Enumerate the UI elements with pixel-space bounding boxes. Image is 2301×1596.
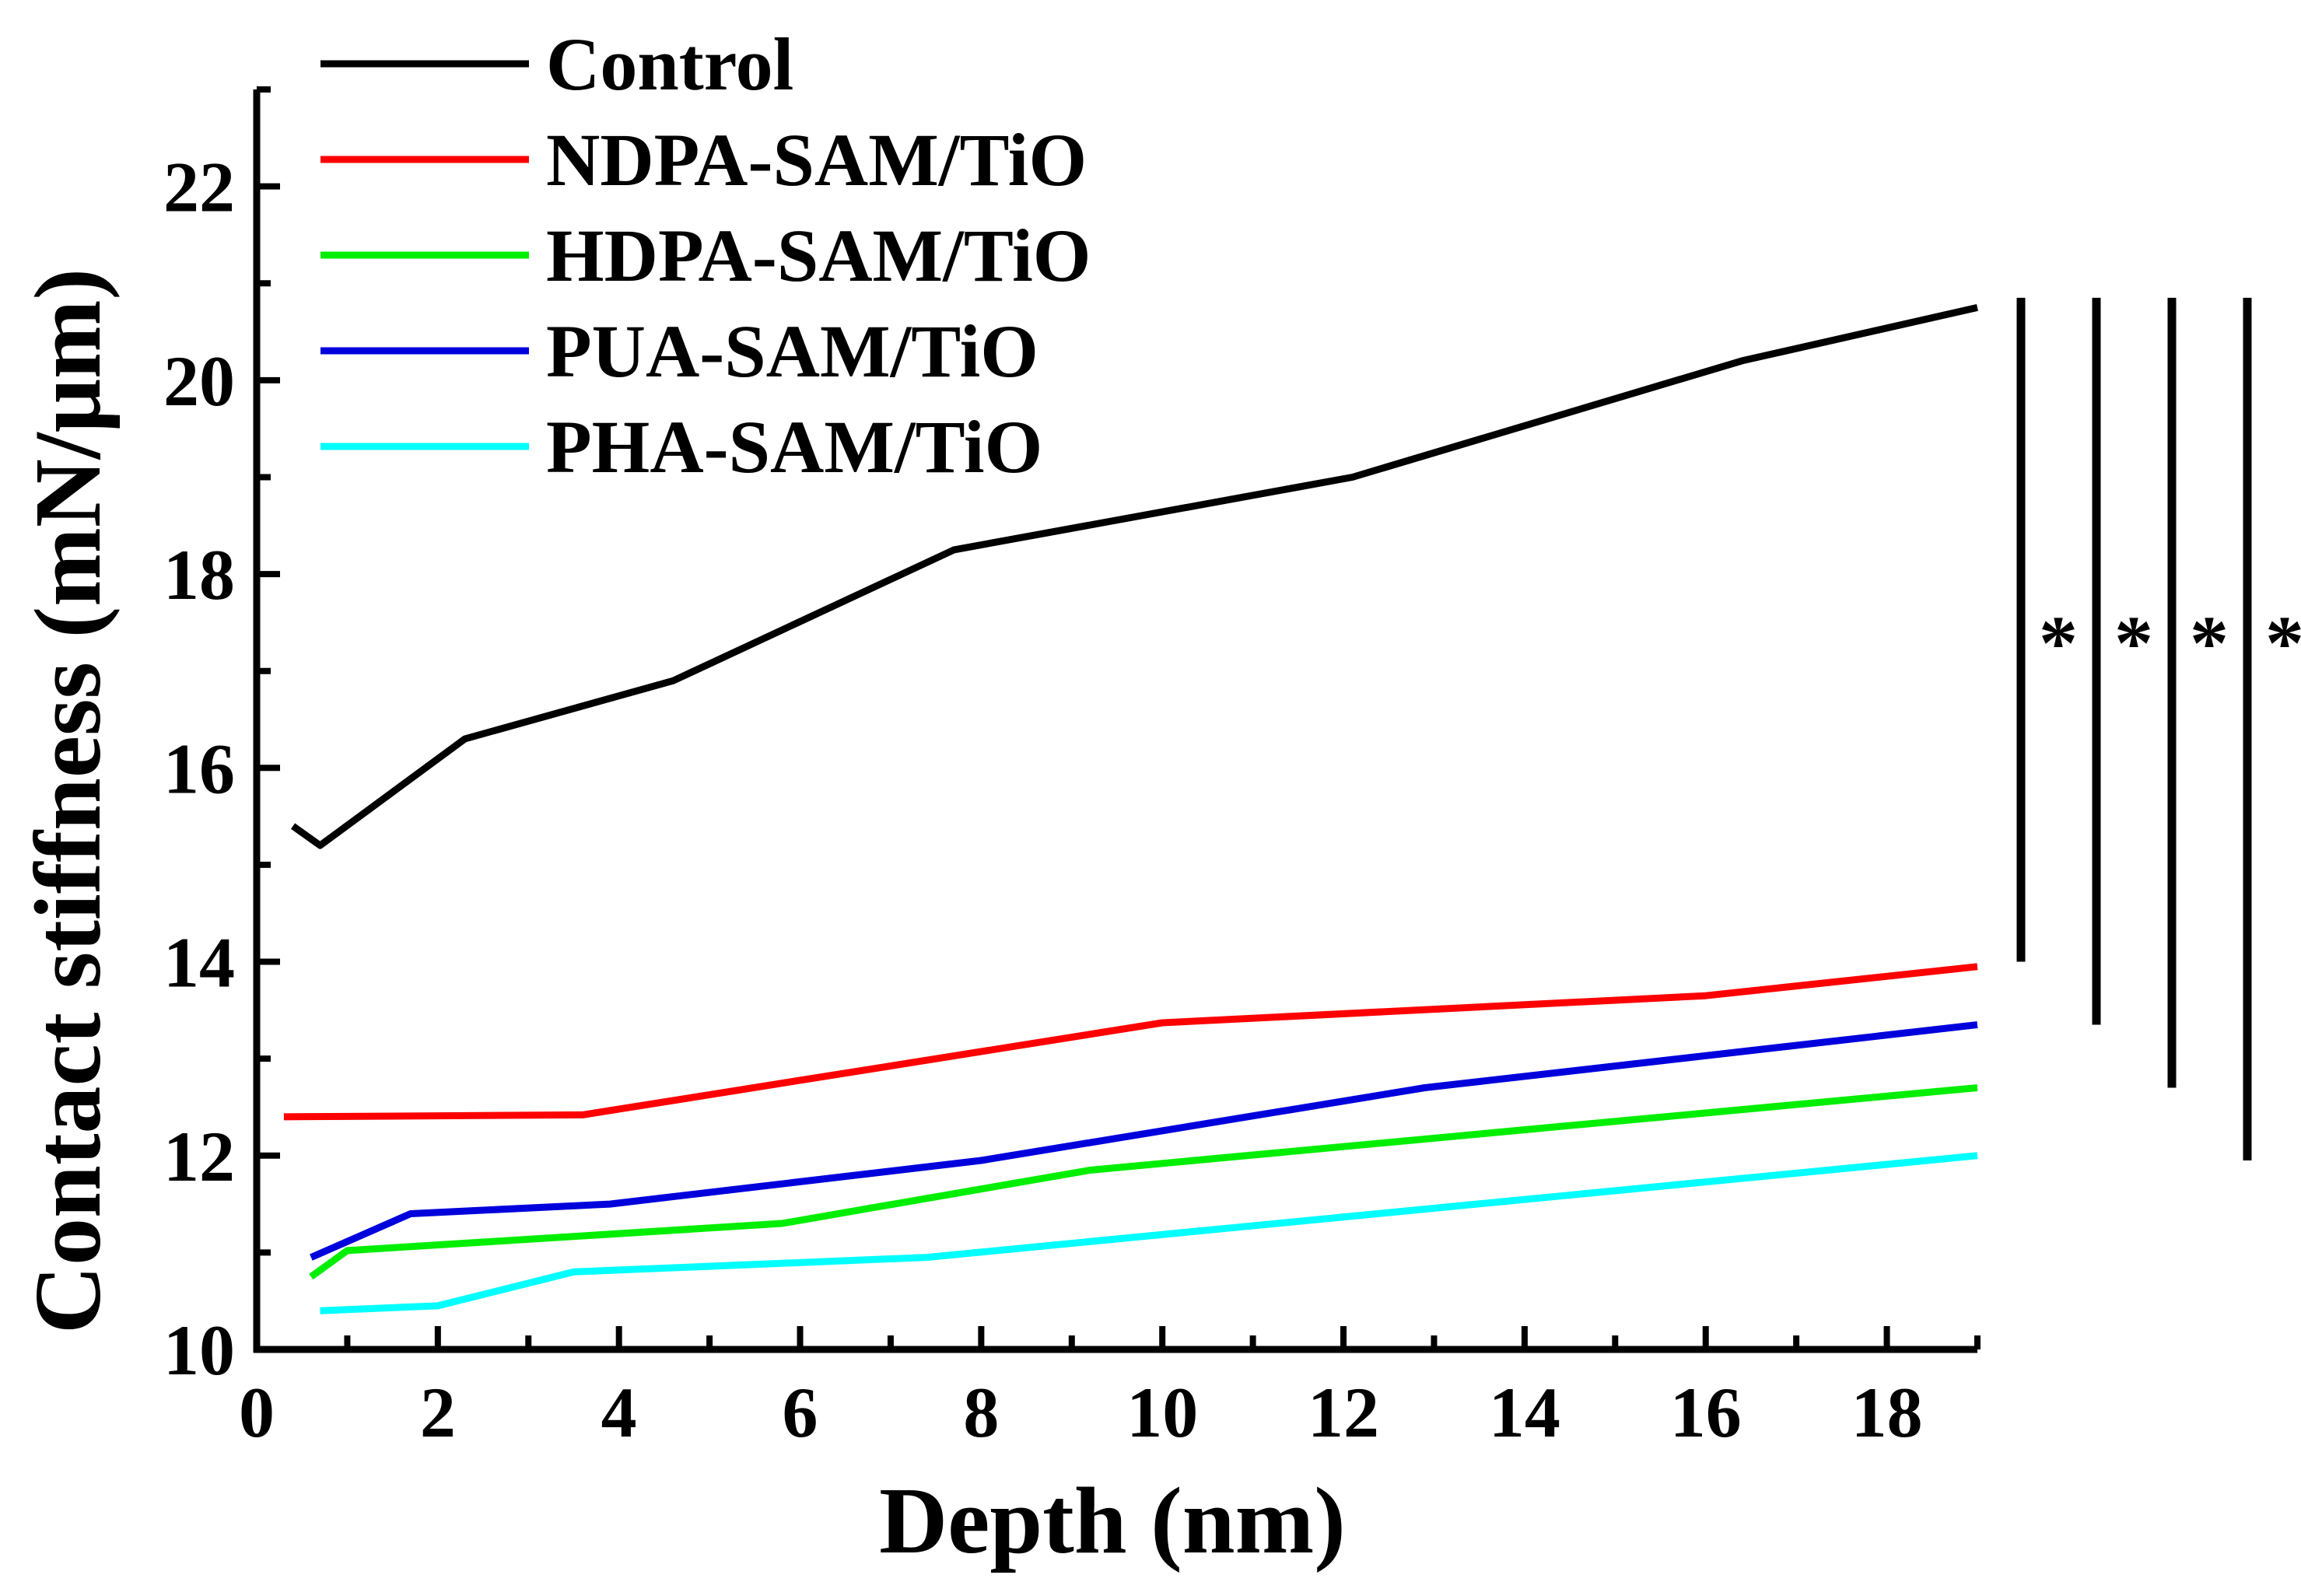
- significance-star: *: [2190, 600, 2229, 686]
- x-tick-label: 18: [1851, 1373, 1923, 1452]
- x-tick-label: 8: [963, 1373, 999, 1452]
- y-tick-label: 10: [163, 1311, 235, 1390]
- x-tick-label: 16: [1670, 1373, 1742, 1452]
- y-axis-title: Contact stiffness (mN/μm): [16, 268, 121, 1334]
- series-line-hdpa-sam-tio: [309, 1084, 1978, 1280]
- x-tick-label: 2: [420, 1373, 456, 1452]
- x-tick-label: 0: [239, 1373, 275, 1452]
- legend-label-pua-sam-tio: PUA-SAM/TiO: [546, 310, 1038, 393]
- series-line-ndpa-sam-tio: [283, 963, 1978, 1121]
- legend-label-ndpa-sam-tio: NDPA-SAM/TiO: [546, 118, 1087, 201]
- significance-star: *: [2265, 600, 2301, 686]
- y-tick-label: 12: [163, 1117, 235, 1196]
- significance-star: *: [2114, 600, 2153, 686]
- legend-label-pha-sam-tio: PHA-SAM/TiO: [546, 405, 1042, 488]
- series-line-pua-sam-tio: [310, 1021, 1978, 1261]
- y-tick-label: 16: [163, 729, 235, 808]
- x-tick-label: 4: [601, 1373, 637, 1452]
- series-line-control: [290, 304, 1978, 849]
- legend-label-hdpa-sam-tio: HDPA-SAM/TiO: [546, 214, 1091, 297]
- y-tick-label: 20: [163, 341, 235, 421]
- significance-star: *: [2039, 600, 2078, 686]
- series-line-pha-sam-tio: [320, 1152, 1978, 1314]
- x-tick-label: 12: [1308, 1373, 1379, 1452]
- x-axis-title: Depth (nm): [879, 1468, 1346, 1573]
- y-tick-label: 14: [163, 923, 235, 1003]
- x-tick-label: 14: [1489, 1373, 1560, 1452]
- x-tick-label: 6: [783, 1373, 818, 1452]
- legend-label-control: Control: [546, 23, 793, 106]
- y-tick-label: 18: [163, 535, 235, 614]
- x-tick-label: 10: [1126, 1373, 1198, 1452]
- y-tick-label: 22: [163, 148, 235, 227]
